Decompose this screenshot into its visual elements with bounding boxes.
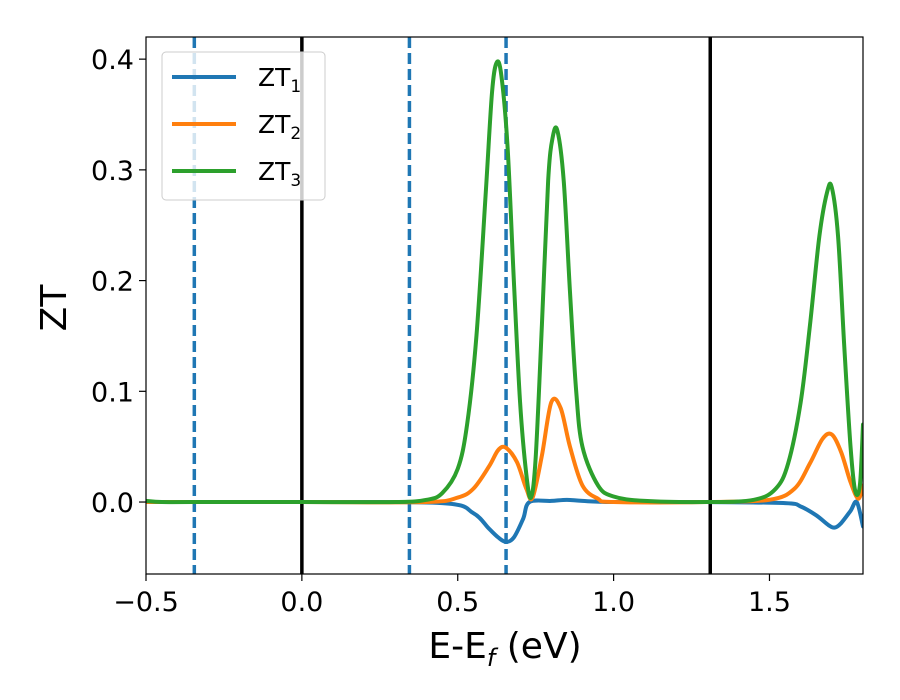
legend-label-subscript: 2 [290, 124, 301, 144]
y-axis-label: ZT [34, 284, 75, 332]
legend-box [161, 51, 326, 201]
legend-label-main: ZT [258, 63, 291, 92]
x-axis-label-main: E-E [428, 626, 486, 667]
x-tick-label: 1.0 [592, 587, 635, 618]
legend-label-main: ZT [258, 157, 291, 186]
y-axis: 0.0 0.1 0.2 0.3 0.4 [91, 45, 146, 519]
x-tick-label: −0.5 [113, 587, 179, 618]
plot-frame [145, 36, 864, 575]
series-line-zt3 [146, 59, 863, 505]
legend-label-subscript: 1 [290, 77, 301, 97]
legend-item: ZT3 [172, 157, 301, 191]
y-tick-label: 0.1 [91, 377, 134, 408]
series-line-zt2 [146, 396, 863, 505]
y-tick-label: 0.0 [91, 488, 134, 519]
y-tick-label: 0.3 [91, 156, 134, 187]
legend-item: ZT1 [172, 63, 301, 97]
y-tick-label: 0.2 [91, 267, 134, 298]
legend-label: ZT1 [258, 63, 301, 97]
x-tick-label: 0.0 [280, 587, 323, 618]
x-tick-label: 1.5 [748, 587, 791, 618]
series-line-zt1 [146, 497, 863, 544]
x-axis-label-unit: (eV) [495, 626, 581, 667]
legend: ZT1 ZT2 ZT3 [161, 51, 326, 201]
x-axis-label: E-Ef (eV) [428, 626, 581, 672]
legend-label-main: ZT [258, 110, 291, 139]
series-layer [146, 59, 863, 544]
x-tick-label: 0.5 [436, 587, 479, 618]
x-axis: −0.5 0.0 0.5 1.0 1.5 [113, 574, 791, 618]
y-tick-label: 0.4 [91, 45, 134, 76]
legend-item: ZT2 [172, 110, 301, 144]
legend-label: ZT2 [258, 110, 301, 144]
legend-label: ZT3 [258, 157, 301, 191]
legend-label-subscript: 3 [290, 171, 301, 191]
